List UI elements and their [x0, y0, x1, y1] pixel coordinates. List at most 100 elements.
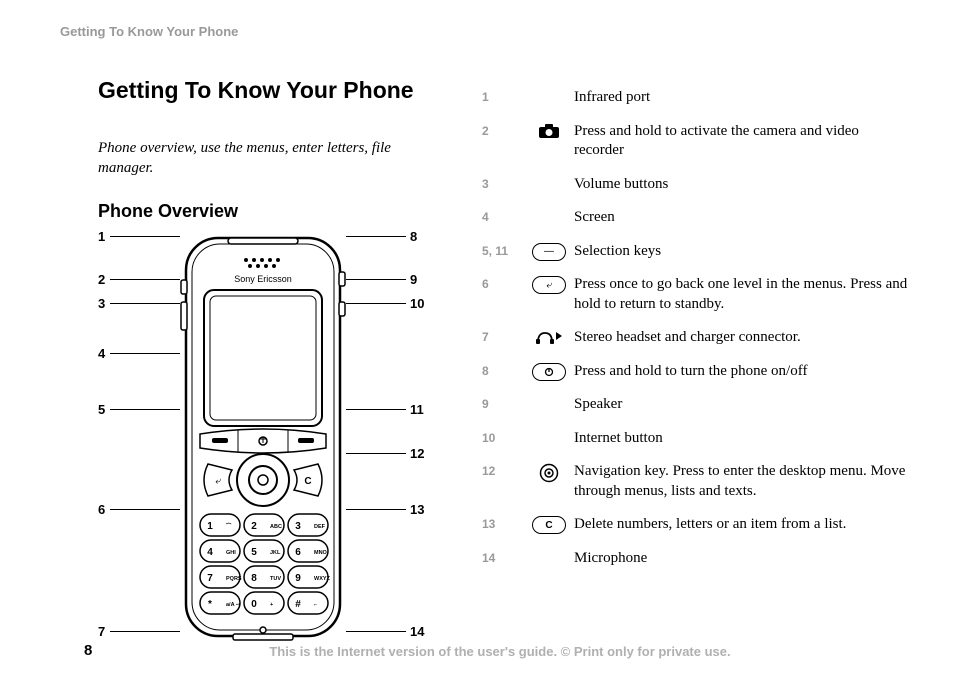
- legend-text: Internet button: [574, 429, 912, 449]
- callout-10: 10: [410, 296, 424, 311]
- legend-number: 1: [482, 88, 524, 104]
- nav-circle-icon: [524, 462, 574, 483]
- camera-icon: [524, 122, 574, 139]
- legend-text: Stereo headset and charger connector.: [574, 328, 912, 348]
- legend-text: Selection keys: [574, 242, 912, 262]
- svg-text:⏜: ⏜: [225, 522, 232, 530]
- parts-legend: 1 Infrared port 2 Press and hold to activat…: [482, 88, 912, 582]
- legend-number: 14: [482, 549, 524, 565]
- svg-text:1: 1: [207, 521, 213, 532]
- legend-row-4: 4 Screen: [482, 208, 912, 228]
- svg-text:a/A ⇢: a/A ⇢: [226, 602, 241, 608]
- callout-7: 7: [98, 624, 105, 639]
- legend-icon-empty: [524, 175, 574, 176]
- section-title: Phone Overview: [98, 201, 238, 222]
- callout-9: 9: [410, 272, 417, 287]
- legend-number: 9: [482, 395, 524, 411]
- legend-text: Screen: [574, 208, 912, 228]
- svg-text:GHI: GHI: [226, 550, 236, 556]
- legend-number: 7: [482, 328, 524, 344]
- legend-row-7: 7 Stereo headset and charger connector.: [482, 328, 912, 348]
- legend-text: Press and hold to turn the phone on/off: [574, 362, 912, 382]
- callout-1: 1: [98, 229, 105, 244]
- callout-6: 6: [98, 502, 105, 517]
- running-header: Getting To Know Your Phone: [60, 24, 238, 39]
- svg-text:9: 9: [295, 573, 301, 584]
- legend-text: Microphone: [574, 549, 912, 569]
- legend-row-9: 9 Speaker: [482, 395, 912, 415]
- svg-text:ABC: ABC: [270, 524, 282, 530]
- page-title: Getting To Know Your Phone: [98, 78, 438, 102]
- legend-text: Infrared port: [574, 88, 912, 108]
- callout-12: 12: [410, 446, 424, 461]
- power-pill-icon: [524, 362, 574, 381]
- svg-text:0: 0: [251, 599, 257, 610]
- callout-13: 13: [410, 502, 424, 517]
- legend-row-14: 14 Microphone: [482, 549, 912, 569]
- svg-text:5: 5: [251, 547, 257, 558]
- legend-row-6: 6⤶Press once to go back one level in the…: [482, 275, 912, 314]
- legend-row-8: 8 Press and hold to turn the phone on/off: [482, 362, 912, 382]
- svg-text:6: 6: [295, 547, 301, 558]
- legend-row-3: 3 Volume buttons: [482, 175, 912, 195]
- legend-row-12: 12 Navigation key. Press to enter the des…: [482, 462, 912, 501]
- legend-number: 6: [482, 275, 524, 291]
- svg-text:TUV: TUV: [270, 576, 281, 582]
- legend-text: Press once to go back one level in the m…: [574, 275, 912, 314]
- page-number: 8: [84, 642, 92, 659]
- legend-text: Volume buttons: [574, 175, 912, 195]
- svg-text:Sony Ericsson: Sony Ericsson: [234, 274, 292, 284]
- headset-icon: [524, 328, 574, 345]
- svg-text:PQRS: PQRS: [226, 576, 242, 582]
- back-pill-icon: ⤶: [524, 275, 574, 294]
- legend-row-13: 13CDelete numbers, letters or an item fr…: [482, 515, 912, 535]
- legend-icon-empty: [524, 88, 574, 89]
- svg-text:4: 4: [207, 547, 213, 558]
- legend-row-1: 1 Infrared port: [482, 88, 912, 108]
- callout-11: 11: [410, 402, 424, 417]
- legend-icon-empty: [524, 208, 574, 209]
- svg-text:*: *: [208, 599, 212, 610]
- callout-3: 3: [98, 296, 105, 311]
- svg-text:WXYZ: WXYZ: [314, 576, 331, 582]
- callout-14: 14: [410, 624, 424, 639]
- svg-text:+: +: [270, 602, 273, 608]
- legend-icon-empty: [524, 429, 574, 430]
- legend-number: 2: [482, 122, 524, 138]
- callout-4: 4: [98, 346, 105, 361]
- legend-number: 8: [482, 362, 524, 378]
- legend-text: Press and hold to activate the camera an…: [574, 122, 912, 161]
- c-pill-icon: C: [524, 515, 574, 534]
- page-subtitle: Phone overview, use the menus, enter let…: [98, 139, 438, 178]
- phone-diagram: 1234567 891011121314 Sony Ericsson: [98, 224, 426, 652]
- callout-2: 2: [98, 272, 105, 287]
- legend-row-10: 10 Internet button: [482, 429, 912, 449]
- svg-text:JKL: JKL: [270, 550, 281, 556]
- legend-number: 4: [482, 208, 524, 224]
- legend-number: 12: [482, 462, 524, 478]
- svg-text:8: 8: [251, 573, 257, 584]
- svg-text:7: 7: [207, 573, 213, 584]
- legend-number: 3: [482, 175, 524, 191]
- phone-illustration: Sony Ericsson ⤶ C 1⏜2ABC3DEF4GHI5JKL6MNO…: [178, 232, 348, 642]
- dash-pill-icon: —: [524, 242, 574, 261]
- legend-number: 13: [482, 515, 524, 531]
- legend-number: 10: [482, 429, 524, 445]
- footer-notice: This is the Internet version of the user…: [140, 644, 860, 659]
- legend-icon-empty: [524, 549, 574, 550]
- svg-text:DEF: DEF: [314, 524, 326, 530]
- callout-5: 5: [98, 402, 105, 417]
- legend-row-511: 5, 11—Selection keys: [482, 242, 912, 262]
- svg-text:MNO: MNO: [314, 550, 328, 556]
- legend-text: Delete numbers, letters or an item from …: [574, 515, 912, 535]
- legend-text: Navigation key. Press to enter the deskt…: [574, 462, 912, 501]
- svg-text:3: 3: [295, 521, 301, 532]
- legend-text: Speaker: [574, 395, 912, 415]
- legend-row-2: 2 Press and hold to activate the camera a…: [482, 122, 912, 161]
- callout-8: 8: [410, 229, 417, 244]
- svg-text:#: #: [295, 599, 301, 610]
- svg-text:⌐: ⌐: [314, 602, 317, 608]
- svg-text:C: C: [304, 476, 311, 487]
- legend-number: 5, 11: [482, 242, 524, 258]
- legend-icon-empty: [524, 395, 574, 396]
